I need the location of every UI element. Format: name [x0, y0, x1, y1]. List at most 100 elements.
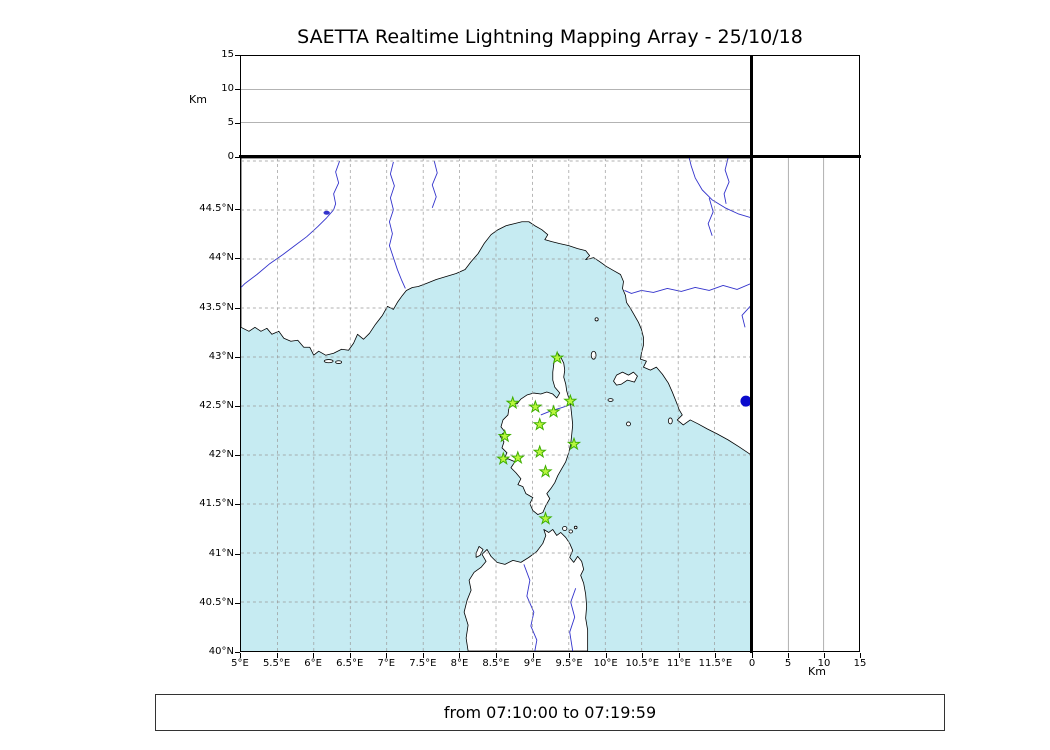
- time-range-text: from 07:10:00 to 07:19:59: [443, 703, 657, 722]
- latitude-tick-label: 44.5°N: [199, 203, 234, 215]
- altitude-latitude-panel: [752, 157, 860, 652]
- maddalena-island: [562, 526, 568, 531]
- alpine-lake: [323, 210, 330, 215]
- tick-mark: [569, 653, 570, 658]
- tick-mark: [235, 554, 240, 555]
- tick-mark: [235, 455, 240, 456]
- tick-mark: [423, 653, 424, 658]
- latitude-tick-label: 41°N: [208, 547, 234, 559]
- tick-mark: [240, 653, 241, 658]
- station-star-marker: [550, 350, 565, 364]
- figure-title: SAETTA Realtime Lightning Mapping Array …: [297, 26, 803, 48]
- tick-mark: [235, 258, 240, 259]
- altitude-tick-label: 10: [221, 83, 234, 94]
- tick-mark: [496, 653, 497, 658]
- alpine-river: [431, 160, 438, 208]
- elba-island: [613, 371, 638, 386]
- tick-mark: [235, 603, 240, 604]
- gorgona-island: [594, 317, 599, 322]
- map-graticule: [241, 158, 751, 651]
- lightning-source-dot: [740, 395, 751, 407]
- giglio-island: [667, 417, 673, 425]
- capraia-island: [590, 350, 597, 360]
- altitude-longitude-canvas: [241, 88, 751, 124]
- asinara-island: [475, 546, 484, 558]
- montecristo-island: [626, 421, 631, 427]
- map-canvas: [241, 158, 751, 651]
- arno-river: [624, 283, 751, 294]
- tick-mark: [277, 653, 278, 658]
- tick-mark: [642, 653, 643, 658]
- tick-mark: [679, 653, 680, 658]
- station-star-marker: [566, 436, 582, 451]
- corner-panel: [752, 55, 860, 157]
- tick-mark: [313, 653, 314, 658]
- longitude-tick-label: 5°E: [231, 658, 249, 669]
- po-tributary: [688, 158, 751, 219]
- tick-mark: [459, 653, 460, 658]
- tick-mark: [235, 406, 240, 407]
- altitude-tick-label: 5: [227, 117, 234, 128]
- maddalena-island: [573, 525, 578, 530]
- station-star-marker: [546, 404, 561, 418]
- hyeres-island: [323, 359, 334, 364]
- altitude-tick-label: 15: [853, 658, 867, 669]
- station-star-marker: [563, 393, 578, 408]
- tick-mark: [533, 653, 534, 658]
- latitude-tick-label: 43°N: [208, 350, 234, 362]
- longitude-tick-label: 6°E: [304, 658, 322, 669]
- tick-mark: [788, 653, 789, 658]
- tick-mark: [606, 653, 607, 658]
- station-star-marker: [532, 417, 547, 431]
- map-right-border: [750, 55, 753, 653]
- po-tributary: [707, 197, 714, 236]
- tick-mark: [235, 157, 240, 158]
- latitude-tick-label: 43.5°N: [199, 301, 234, 313]
- station-star-marker: [538, 511, 553, 525]
- station-star-marker: [528, 399, 543, 413]
- right-km-axis-label: Km: [808, 665, 826, 678]
- map-panel: [240, 157, 752, 652]
- mainland-coast: [241, 158, 751, 456]
- tick-mark: [715, 653, 716, 658]
- latitude-tick-label: 44°N: [208, 252, 234, 264]
- tick-mark: [235, 123, 240, 124]
- tick-mark: [235, 652, 240, 653]
- time-range-box: from 07:10:00 to 07:19:59: [155, 694, 945, 731]
- longitude-tick-label: 7°E: [377, 658, 396, 669]
- station-star-marker: [505, 395, 520, 410]
- pianosa-island: [607, 398, 614, 402]
- maddalena-island: [568, 529, 573, 534]
- altitude-longitude-panel: [240, 55, 752, 157]
- coghinas-river: [523, 564, 538, 651]
- altitude-latitude-canvas: [787, 158, 825, 651]
- sardinia-east-river: [569, 588, 577, 651]
- tick-mark: [235, 504, 240, 505]
- station-star-marker: [532, 444, 547, 459]
- tick-mark: [235, 209, 240, 210]
- longitude-tick-label: 9°E: [523, 658, 542, 669]
- rivers: [241, 158, 751, 651]
- latitude-tick-label: 40°N: [208, 646, 234, 657]
- top-km-axis-label: Km: [189, 93, 207, 106]
- latitude-tick-label: 41.5°N: [199, 498, 234, 510]
- longitude-tick-label: 5.5°E: [262, 658, 291, 669]
- latitude-tick-label: 40.5°N: [199, 596, 234, 608]
- hyeres-island: [335, 360, 343, 364]
- altitude-tick-label: 0: [227, 151, 234, 162]
- latitude-tick-label: 42°N: [208, 449, 234, 461]
- longitude-tick-label: 8°E: [450, 658, 469, 669]
- po-tributary: [723, 158, 730, 204]
- longitude-tick-label: 11°E: [666, 658, 691, 669]
- tick-mark: [350, 653, 351, 658]
- tick-mark: [860, 653, 861, 658]
- longitude-tick-label: 6.5°E: [336, 658, 364, 669]
- sardinia-landmass: [463, 529, 589, 651]
- station-star-marker: [538, 464, 553, 478]
- station-star-marker: [496, 451, 511, 466]
- station-star-marker: [510, 450, 525, 465]
- tick-mark: [235, 55, 240, 56]
- altitude-tick-label: 0: [748, 658, 756, 669]
- var-river: [388, 161, 406, 289]
